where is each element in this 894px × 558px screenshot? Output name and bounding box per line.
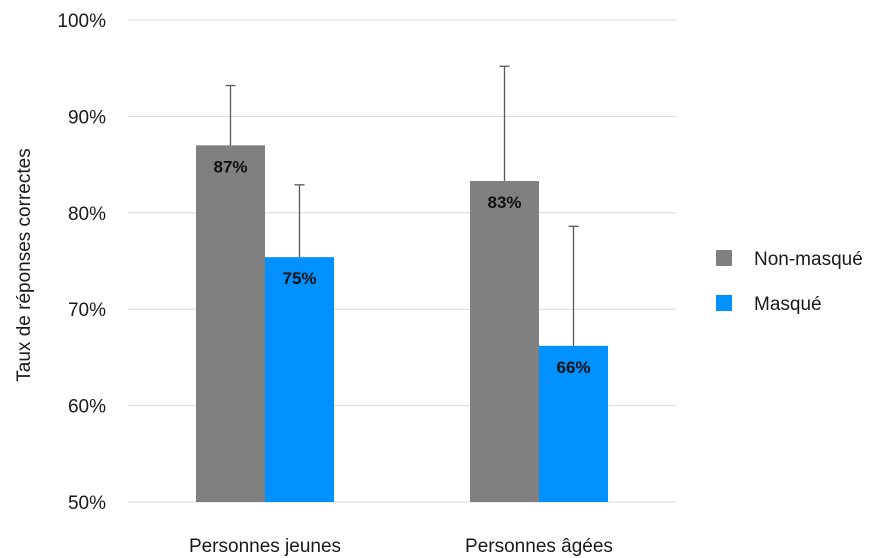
y-tick-label: 60% (68, 397, 106, 418)
bar (470, 180, 539, 502)
bars (196, 145, 608, 502)
y-axis-ticks: 50% 60% 70% 80% 90% 100% (57, 11, 106, 514)
legend-label: Non-masqué (754, 249, 863, 270)
legend: Non-masqué Masqué (716, 249, 863, 315)
y-tick-label: 70% (68, 300, 106, 321)
bar (539, 345, 608, 502)
legend-label: Masqué (754, 294, 822, 315)
x-category-label: Personnes âgées (465, 536, 613, 557)
data-label: 83% (487, 193, 521, 212)
legend-swatch (716, 250, 732, 266)
data-labels: 87% 75% 83% 66% (213, 157, 590, 377)
bar (265, 257, 334, 502)
data-label: 66% (556, 358, 590, 377)
y-tick-label: 100% (57, 11, 106, 32)
legend-swatch (716, 295, 732, 311)
x-category-label: Personnes jeunes (189, 536, 341, 557)
y-tick-label: 80% (68, 204, 106, 225)
error-bars (225, 65, 579, 346)
y-axis-title: Taux de réponses correctes (14, 148, 35, 381)
data-label: 75% (282, 269, 316, 288)
data-label: 87% (213, 157, 247, 176)
bar (196, 145, 265, 502)
y-tick-label: 90% (68, 107, 106, 128)
x-axis-categories: Personnes jeunes Personnes âgées (189, 536, 613, 557)
y-tick-label: 50% (68, 493, 106, 514)
